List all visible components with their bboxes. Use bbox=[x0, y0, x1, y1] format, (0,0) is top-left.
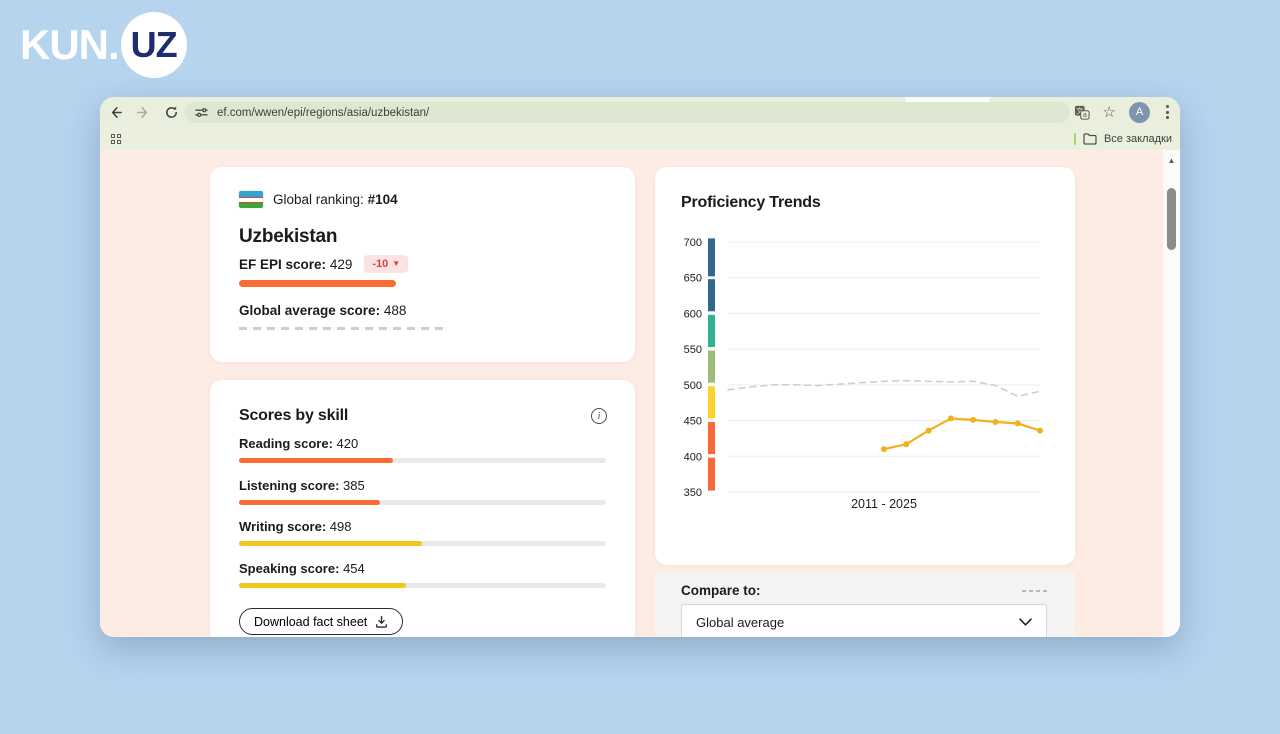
compare-to-label: Compare to: bbox=[681, 583, 761, 598]
global-average-score: Global average score: 488 bbox=[239, 303, 407, 318]
skill-label: Listening score: 385 bbox=[239, 477, 365, 493]
scrollbar-thumb[interactable] bbox=[1167, 188, 1176, 250]
skills-list: Reading score: 420 Listening score: 385 … bbox=[239, 436, 606, 602]
scrollbar-up-icon[interactable]: ▲ bbox=[1167, 156, 1176, 165]
epi-score-bar bbox=[239, 280, 606, 287]
skill-bar-fill bbox=[239, 582, 406, 588]
address-bar[interactable]: ef.com/wwen/epi/regions/asia/uzbekistan/ bbox=[185, 102, 1070, 123]
chevron-down-icon bbox=[1019, 618, 1032, 626]
bookmark-star-icon[interactable]: ☆ bbox=[1102, 103, 1116, 121]
skill-bar-track bbox=[239, 582, 606, 588]
download-icon bbox=[376, 615, 388, 628]
bookmarks-separator bbox=[1073, 132, 1076, 145]
svg-text:350: 350 bbox=[684, 487, 702, 499]
trends-card-title: Proficiency Trends bbox=[681, 194, 821, 211]
kunuz-logo-badge: UZ bbox=[120, 12, 187, 78]
svg-text:a: a bbox=[1082, 112, 1086, 119]
score-change-badge[interactable]: -10 ▼ bbox=[364, 255, 409, 273]
skill-row: Listening score: 385 bbox=[239, 478, 606, 505]
browser-toolbar: ef.com/wwen/epi/regions/asia/uzbekistan/… bbox=[100, 97, 1180, 127]
skill-label: Reading score: 420 bbox=[239, 436, 359, 451]
svg-text:600: 600 bbox=[684, 308, 702, 320]
skill-bar-fill bbox=[239, 541, 422, 546]
bookmarks-bar: Все закладки bbox=[100, 127, 1180, 150]
global-ranking: Global ranking: #104 bbox=[273, 192, 398, 207]
compare-select[interactable]: Global average bbox=[681, 604, 1047, 637]
skill-bar-fill bbox=[239, 499, 381, 505]
browser-tab-top[interactable] bbox=[905, 97, 990, 103]
svg-text:550: 550 bbox=[684, 344, 702, 356]
skill-row: Writing score: 498 bbox=[239, 519, 606, 546]
skill-row: Reading score: 420 bbox=[239, 436, 606, 463]
skill-bar-fill bbox=[239, 458, 394, 463]
site-settings-icon[interactable] bbox=[195, 106, 208, 119]
browser-menu-icon[interactable] bbox=[1163, 102, 1172, 122]
skill-bar-track bbox=[239, 458, 606, 463]
folder-icon bbox=[1083, 132, 1097, 145]
proficiency-trends-card: Proficiency Trends 700 650 600 550 500 450 400… bbox=[655, 167, 1075, 565]
svg-text:650: 650 bbox=[684, 273, 702, 285]
browser-window: ef.com/wwen/epi/regions/asia/uzbekistan/… bbox=[100, 97, 1180, 637]
uzbekistan-flag-icon bbox=[239, 191, 263, 208]
country-name: Uzbekistan bbox=[239, 226, 338, 247]
trends-chart: 700 650 600 550 500 450 400 350 bbox=[684, 237, 1043, 499]
global-average-dash bbox=[239, 327, 447, 330]
svg-text:500: 500 bbox=[684, 380, 702, 392]
apps-grid-icon[interactable] bbox=[111, 133, 121, 144]
svg-text:文: 文 bbox=[1076, 105, 1084, 115]
skill-bar-track bbox=[239, 499, 606, 505]
skills-card-title: Scores by skill bbox=[239, 407, 349, 424]
svg-text:450: 450 bbox=[684, 416, 702, 428]
dashed-line-legend-icon bbox=[1022, 589, 1047, 592]
reload-icon[interactable] bbox=[162, 103, 180, 121]
page-scrollbar: ▲ bbox=[1163, 150, 1180, 637]
epi-score: EF EPI score: 429 -10 ▼ bbox=[239, 255, 409, 273]
forward-icon[interactable] bbox=[134, 103, 152, 121]
x-axis-label: 2011 - 2025 bbox=[851, 497, 917, 511]
epi-score-bar-fill bbox=[239, 280, 397, 287]
svg-text:400: 400 bbox=[684, 451, 702, 463]
skill-label: Writing score: 498 bbox=[239, 519, 352, 534]
skills-card: Scores by skill i Reading score: 420 Lis… bbox=[210, 380, 635, 637]
skill-bar-track bbox=[239, 541, 606, 546]
compare-selected-value: Global average bbox=[696, 614, 785, 630]
back-icon[interactable] bbox=[106, 103, 124, 121]
all-bookmarks-label[interactable]: Все закладки bbox=[1103, 132, 1172, 145]
skill-label: Speaking score: 454 bbox=[239, 560, 365, 576]
compare-section: Compare to: Global average bbox=[655, 572, 1075, 637]
download-fact-sheet-button[interactable]: Download fact sheet bbox=[239, 608, 404, 635]
kunuz-logo-text: KUN. bbox=[20, 21, 120, 68]
skill-row: Speaking score: 454 bbox=[239, 561, 606, 588]
kunuz-logo: KUN. UZ bbox=[20, 12, 187, 78]
page-content: Global ranking: #104 Uzbekistan EF EPI s… bbox=[100, 150, 1180, 637]
url-text: ef.com/wwen/epi/regions/asia/uzbekistan/ bbox=[217, 106, 430, 119]
profile-avatar[interactable]: A bbox=[1129, 101, 1150, 123]
triangle-down-icon: ▼ bbox=[392, 259, 401, 268]
info-icon[interactable]: i bbox=[591, 408, 607, 424]
ranking-card: Global ranking: #104 Uzbekistan EF EPI s… bbox=[210, 167, 635, 362]
svg-text:700: 700 bbox=[684, 237, 702, 249]
